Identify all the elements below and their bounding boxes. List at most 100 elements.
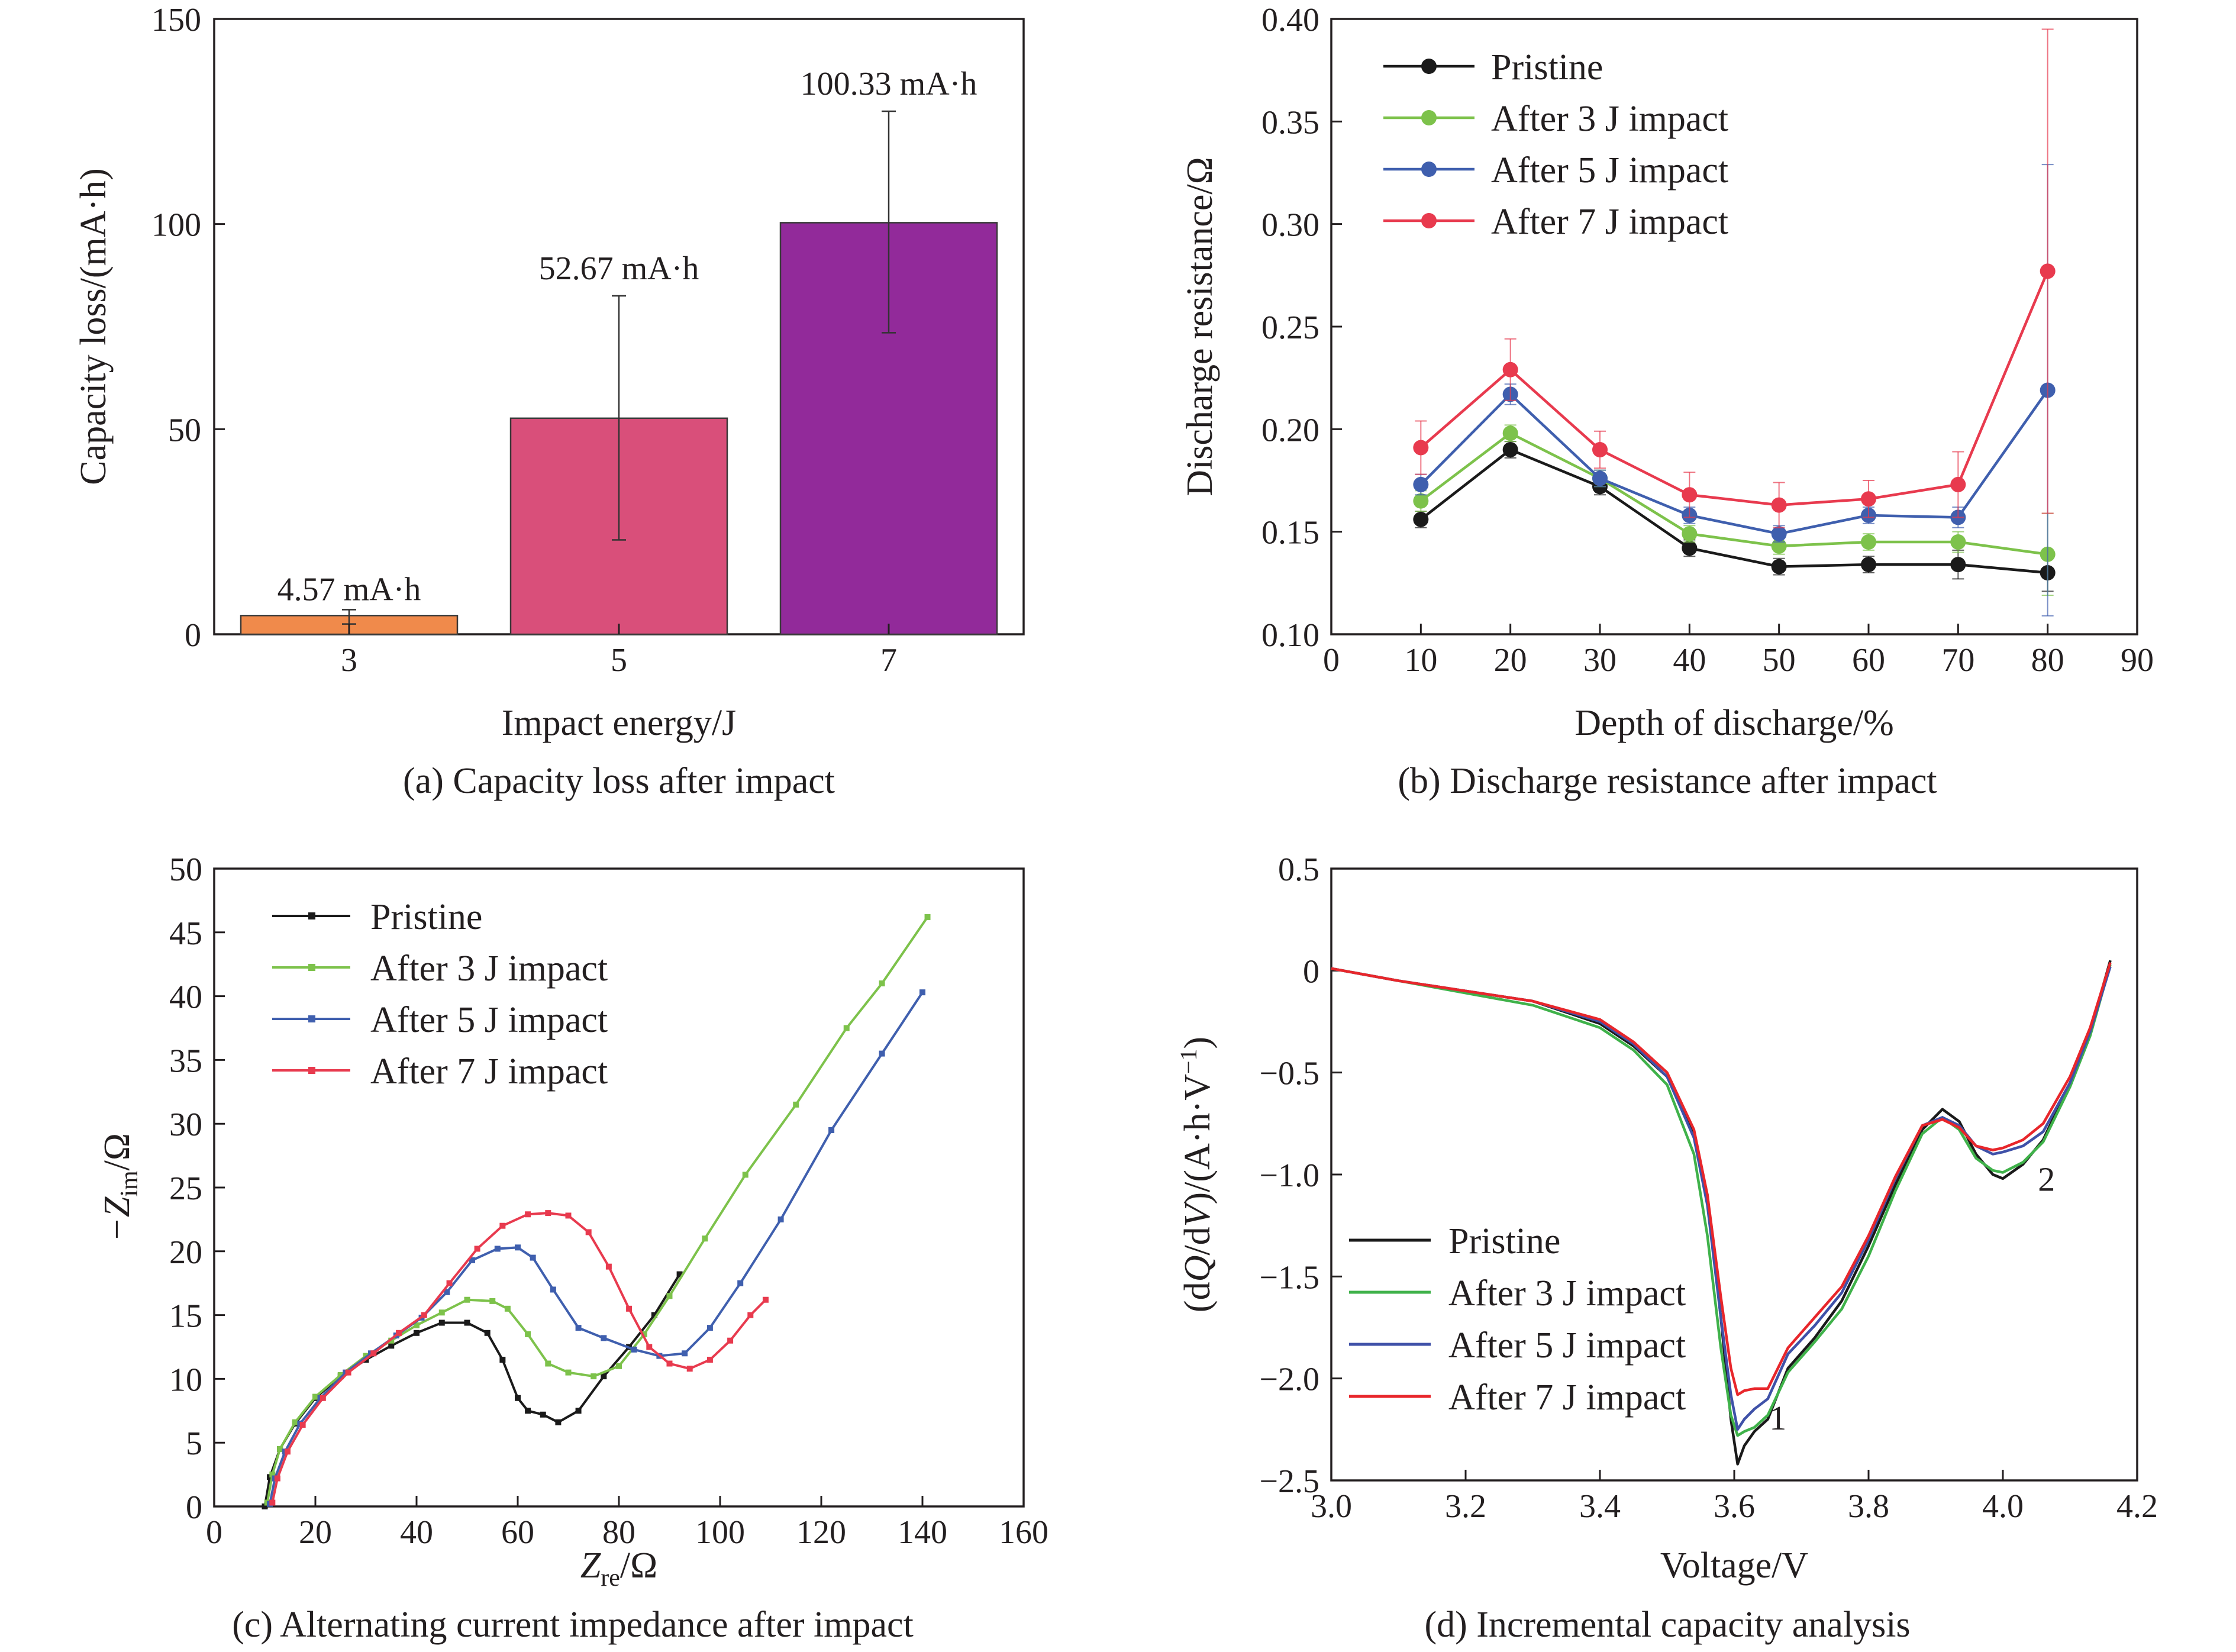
x-axis-label: Voltage/V [1660,1545,1808,1586]
peak-annotation-2: 2 [2038,1160,2055,1199]
legend-marker [308,912,315,919]
data-point [530,1254,536,1261]
y-label-part: /d [1177,1227,1218,1255]
data-point [1861,534,1876,550]
data-point [370,1350,377,1357]
data-point [777,1216,784,1222]
y-tick-label: 10 [169,1361,202,1398]
data-point [277,1446,283,1452]
y-tick-label: −2.0 [1259,1361,1319,1398]
data-point [585,1229,592,1235]
x-tick-label: 3.0 [1311,1488,1352,1525]
data-point [494,1246,501,1252]
data-point [396,1330,402,1336]
y-tick-label: −2.5 [1259,1463,1319,1500]
y-tick-label: 150 [151,2,201,38]
data-point [540,1411,546,1418]
data-point [631,1346,637,1353]
data-point [575,1408,582,1414]
y-label-part: V [1177,1201,1218,1227]
x-tick-label: 4.0 [1982,1488,2024,1525]
y-label-sup: −1 [1175,1049,1202,1075]
data-point [1592,442,1608,457]
data-point [1771,497,1787,513]
data-point [742,1172,748,1178]
legend-label: Pristine [370,897,482,937]
data-point [337,1372,344,1378]
data-point [345,1369,351,1376]
data-point [2040,263,2056,279]
x-tick-label: 120 [796,1514,846,1551]
data-point [312,1393,318,1400]
y-tick-label: −1.5 [1259,1259,1319,1296]
panel-d-incremental-capacity: 3.0 3.2 3.4 3.6 3.8 4.0 4.2 −2.5 −2.0 −1.5 −1.0 −0.… [1175,851,2158,1645]
x-tick-label: 80 [602,1514,635,1551]
x-axis-label: Zre/Ω [580,1545,657,1592]
peak-annotation-1: 1 [1769,1399,1786,1437]
data-point [388,1343,395,1349]
data-point [706,1357,713,1363]
data-point [489,1298,496,1304]
y-tick-label: 0.40 [1261,2,1319,38]
series-line-2 [1419,389,2049,535]
data-point [1682,526,1698,542]
x-tick-label: 40 [400,1514,433,1551]
y-tick-label: 0 [1303,953,1319,990]
data-point [706,1325,713,1331]
x-tick-label: 0 [206,1514,222,1551]
x-tick-label: 60 [501,1514,534,1551]
data-point [515,1395,521,1401]
data-point [1502,442,1518,457]
data-point [1413,476,1429,492]
y-tick-label: 50 [169,851,202,888]
data-point [702,1235,708,1242]
data-point [651,1312,657,1318]
bar-value-label: 52.67 mA·h [539,250,699,287]
series-line-2 [269,992,924,1505]
x-tick-label: 60 [1852,642,1885,679]
series-line-2 [1331,966,2112,1431]
data-point [1950,476,1966,492]
data-point [446,1280,453,1286]
y-tick-label: 40 [169,979,202,1016]
data-point [1413,493,1429,509]
plot-frame [1330,18,2138,635]
legend-label: After 5 J impact [1448,1325,1686,1366]
data-point [828,1127,835,1133]
series-line-1 [266,916,929,1503]
data-point [414,1330,420,1336]
bar-value-label: 100.33 mA·h [801,66,977,102]
data-point [320,1395,326,1401]
y-tick-label: 0.35 [1261,104,1319,141]
data-point [545,1360,551,1367]
y-tick-label: 0.15 [1261,515,1319,551]
data-point [464,1296,470,1303]
data-point [605,1263,612,1270]
y-label-sub: im [116,1170,143,1197]
legend-marker [308,1067,315,1074]
legend-label: Pristine [1491,47,1603,88]
legend-label: After 7 J impact [1491,202,1728,242]
data-point [388,1337,395,1344]
x-tick-label: 160 [999,1514,1048,1551]
y-axis-label: −Zim/Ω [97,1133,143,1242]
legend-label: After 7 J impact [1448,1377,1686,1418]
data-point [666,1293,673,1299]
x-tick-label: 100 [695,1514,745,1551]
x-tick-label: 10 [1404,642,1437,679]
x-tick-label: 3.4 [1579,1488,1621,1525]
x-tick-label: 90 [2121,642,2154,679]
data-point [601,1373,607,1380]
y-tick-label: 0 [185,617,201,654]
data-point [1502,362,1518,377]
panel-caption: (a) Capacity loss after impact [403,761,835,801]
legend-marker [1421,110,1437,125]
x-tick-label: 4.2 [2116,1488,2158,1525]
y-axis-label: Discharge resistance/Ω [1180,157,1220,496]
legend-label: After 5 J impact [1491,150,1728,191]
x-axis-label: Depth of discharge/% [1574,703,1893,743]
legend-marker [308,964,315,971]
data-point [438,1319,445,1326]
y-label-part: (d [1177,1282,1218,1312]
y-label-main: −Z [97,1196,137,1242]
